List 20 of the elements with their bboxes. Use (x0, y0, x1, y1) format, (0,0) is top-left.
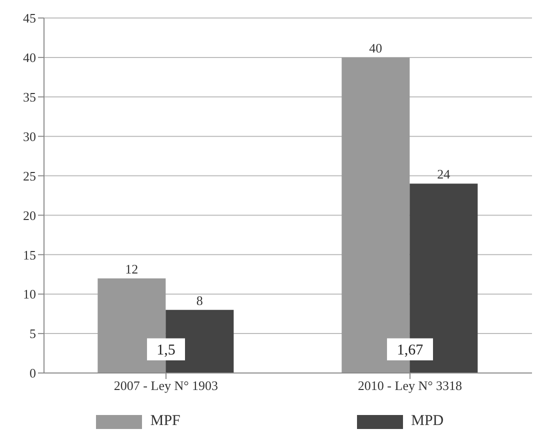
y-tick-label: 5 (30, 326, 36, 342)
data-label: 8 (196, 292, 203, 308)
data-label: 12 (125, 261, 138, 276)
x-tick-label: 2010 - Ley N° 3318 (358, 378, 462, 394)
y-tick-label: 10 (23, 286, 36, 302)
y-tick-label: 45 (23, 10, 36, 26)
x-tick-label: 2007 - Ley N° 1903 (114, 378, 218, 394)
annotation: 1,5 (156, 342, 176, 358)
annotation: 1,67 (396, 342, 424, 358)
data-label: 40 (369, 40, 382, 56)
y-tick-label: 15 (23, 247, 36, 262)
y-tick-label: 40 (23, 50, 36, 66)
legend-label: MPF (149, 413, 180, 430)
y-tick-label: 20 (23, 208, 36, 223)
data-label: 24 (437, 166, 451, 182)
legend-label: MPD (410, 413, 444, 430)
y-tick-label: 25 (23, 168, 36, 184)
y-tick-label: 30 (23, 128, 36, 144)
y-tick-label: 35 (23, 90, 36, 105)
y-tick-label: 0 (30, 366, 36, 381)
